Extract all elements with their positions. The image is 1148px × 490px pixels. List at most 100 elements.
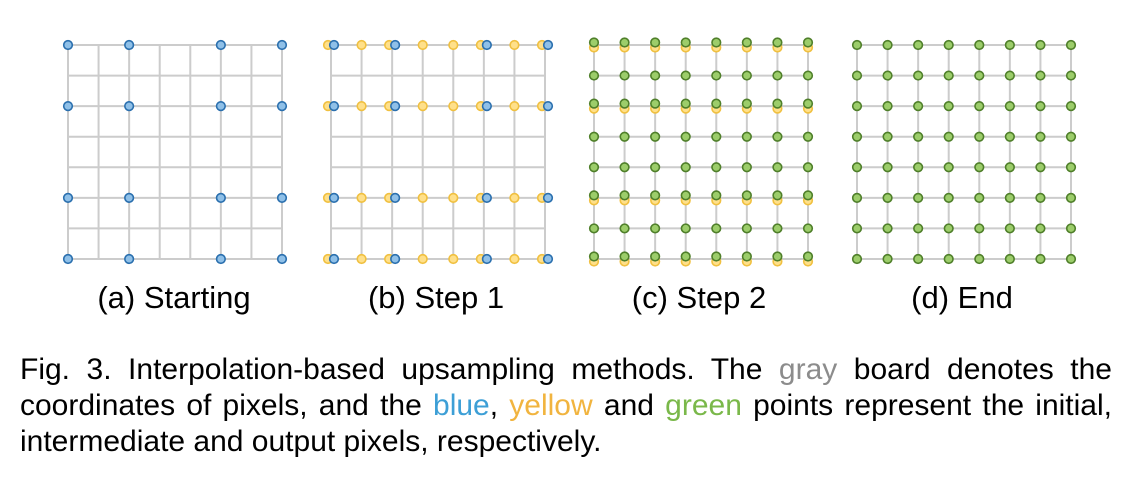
blue-point	[215, 192, 226, 203]
blue-point	[481, 39, 492, 51]
yellow-point	[448, 101, 459, 112]
green-point	[619, 131, 630, 142]
blue-point	[276, 253, 288, 265]
green-point	[619, 98, 630, 109]
blue-point	[215, 101, 226, 112]
yellow-point	[509, 253, 520, 265]
green-point	[588, 98, 600, 109]
green-point	[974, 253, 985, 265]
blue-point	[390, 101, 401, 112]
blue-point	[481, 101, 492, 112]
green-point	[943, 131, 954, 142]
green-point	[802, 223, 814, 234]
blue-point	[124, 101, 135, 112]
panel-starting	[62, 39, 288, 265]
yellow-point	[417, 253, 428, 265]
yellow-point	[509, 192, 520, 203]
green-point	[851, 223, 863, 234]
blue-point	[328, 39, 340, 51]
blue-point	[542, 101, 554, 112]
green-point	[943, 70, 954, 81]
subcaption-starting: (a) Starting	[97, 280, 251, 315]
green-point	[650, 251, 661, 262]
blue-point	[542, 253, 554, 265]
green-point	[943, 101, 954, 112]
green-point	[619, 251, 630, 262]
green-point	[711, 162, 722, 173]
caption-mid2: and	[592, 389, 666, 422]
caption-yellow-word: yellow	[509, 389, 593, 422]
blue-point	[328, 101, 340, 112]
yellow-point	[448, 39, 459, 51]
green-point	[772, 98, 783, 109]
green-point	[943, 192, 954, 203]
green-point	[851, 70, 863, 81]
yellow-point	[448, 192, 459, 203]
green-point	[680, 162, 691, 173]
green-point	[913, 101, 924, 112]
green-point	[1065, 162, 1077, 173]
green-point	[680, 190, 691, 201]
caption-sep1: ,	[489, 389, 510, 422]
blue-point	[124, 192, 135, 203]
green-point	[619, 37, 630, 48]
green-point	[680, 223, 691, 234]
green-point	[711, 37, 722, 48]
green-point	[619, 162, 630, 173]
green-point	[1065, 131, 1077, 142]
blue-point	[215, 253, 226, 265]
yellow-point	[356, 253, 367, 265]
green-point	[1035, 101, 1046, 112]
green-point	[711, 251, 722, 262]
green-point	[851, 162, 863, 173]
green-point	[650, 98, 661, 109]
blue-point	[276, 192, 288, 203]
green-point	[741, 251, 752, 262]
green-point	[588, 223, 600, 234]
green-point	[711, 131, 722, 142]
green-point	[943, 39, 954, 51]
green-point	[711, 190, 722, 201]
panel-step1	[322, 39, 554, 265]
figure-caption: Fig. 3. Interpolation-based upsampling m…	[20, 352, 1112, 460]
caption-suffix: points represent the initial, intermedia…	[20, 389, 1112, 458]
blue-point	[124, 39, 135, 51]
green-point	[974, 39, 985, 51]
green-point	[680, 251, 691, 262]
green-point	[741, 98, 752, 109]
green-point	[974, 223, 985, 234]
yellow-point	[509, 101, 520, 112]
green-point	[619, 70, 630, 81]
green-point	[913, 131, 924, 142]
green-point	[1065, 192, 1077, 203]
green-point	[851, 253, 863, 265]
subcaption-step2: (c) Step 2	[631, 280, 767, 315]
green-point	[1035, 162, 1046, 173]
green-point	[943, 162, 954, 173]
green-point	[741, 37, 752, 48]
green-point	[851, 192, 863, 203]
blue-point	[542, 39, 554, 51]
caption-mid1: board denotes the coordinates of pixels,…	[20, 353, 1112, 422]
green-point	[650, 37, 661, 48]
green-point	[1004, 39, 1015, 51]
yellow-point	[417, 39, 428, 51]
green-point	[680, 131, 691, 142]
caption-prefix: Fig. 3. Interpolation-based upsampling m…	[20, 353, 779, 386]
green-point	[741, 190, 752, 201]
green-point	[913, 70, 924, 81]
green-point	[772, 223, 783, 234]
green-point	[913, 192, 924, 203]
green-point	[802, 70, 814, 81]
blue-point	[390, 253, 401, 265]
blue-point	[276, 101, 288, 112]
green-point	[680, 70, 691, 81]
green-point	[1035, 39, 1046, 51]
green-point	[913, 253, 924, 265]
green-point	[741, 162, 752, 173]
green-point	[619, 190, 630, 201]
green-point	[680, 98, 691, 109]
green-point	[802, 98, 814, 109]
green-point	[802, 251, 814, 262]
